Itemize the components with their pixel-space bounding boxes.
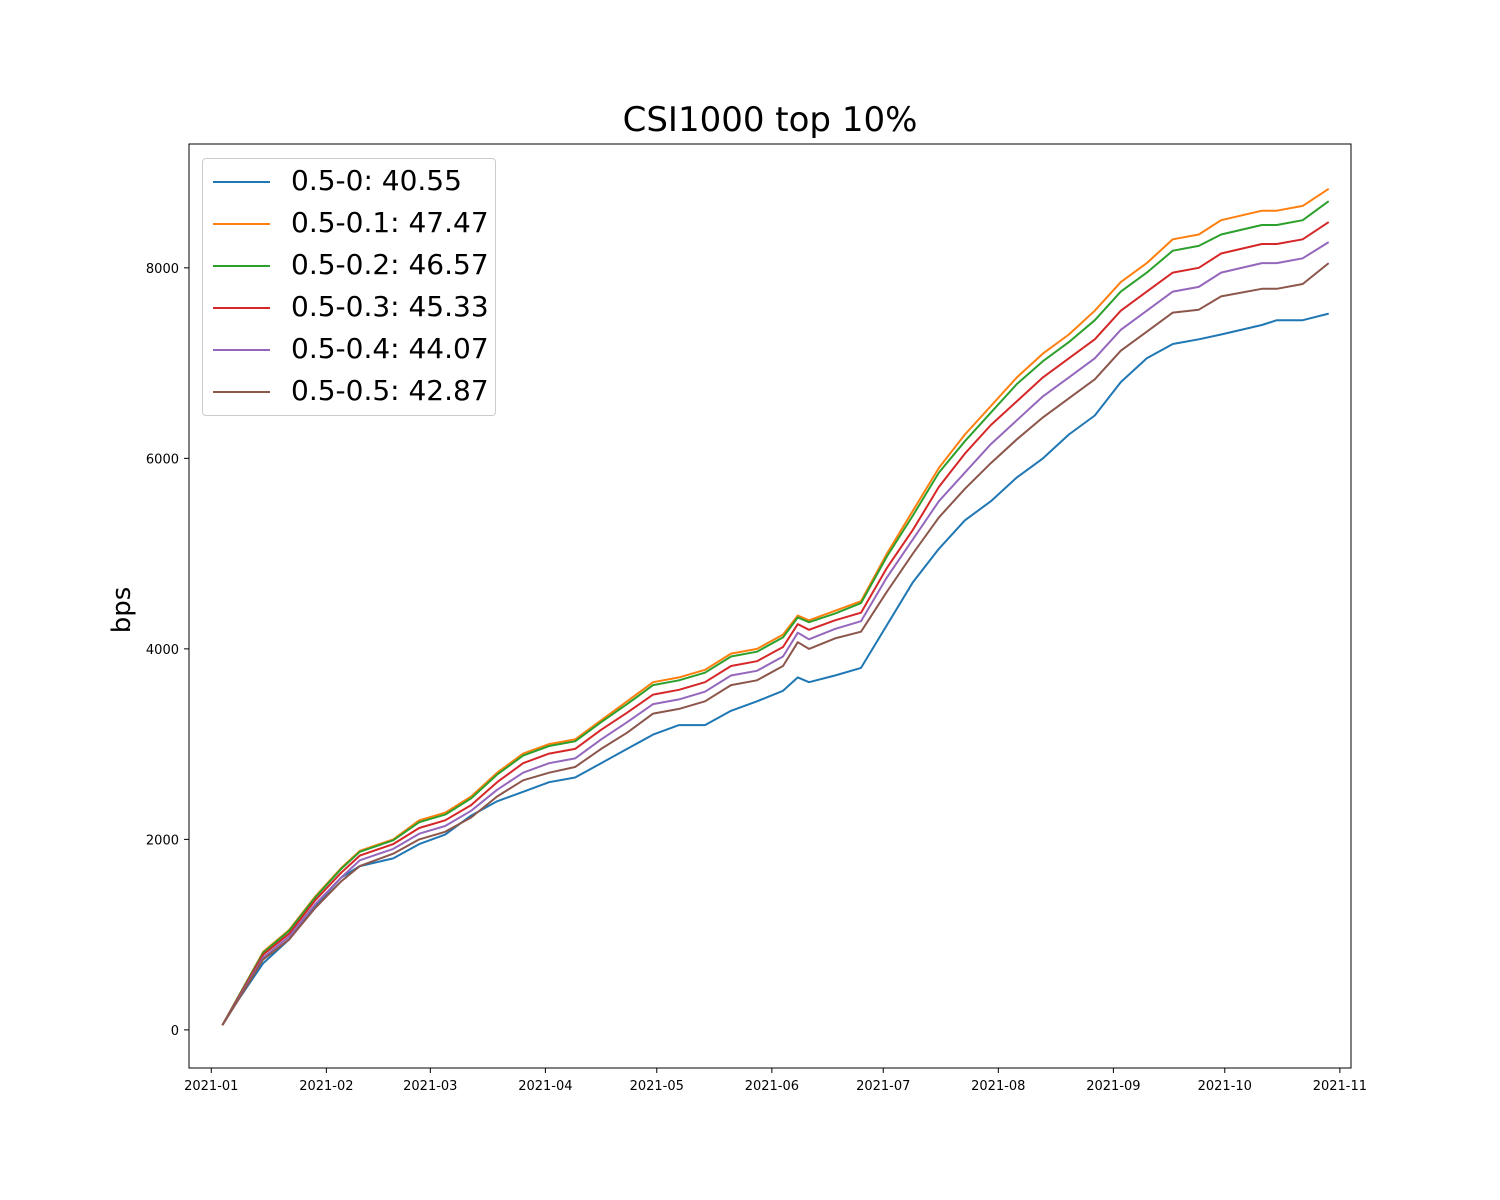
series-line-3 [221, 221, 1330, 1026]
legend-label: 0.5-0.5: 42.87 [291, 374, 489, 407]
x-tick-label-5: 2021-06 [745, 1079, 799, 1094]
series-line-5 [221, 262, 1330, 1026]
chart-title: CSI1000 top 10% [622, 100, 918, 140]
legend-swatch [213, 181, 270, 183]
x-tick-label-1: 2021-02 [299, 1079, 353, 1094]
series-layer [221, 187, 1330, 1026]
legend-swatch [213, 223, 270, 225]
legend-item-0: 0.5-0: 40.55 [203, 161, 495, 203]
x-tick-label-10: 2021-11 [1313, 1079, 1367, 1094]
x-tick-label-6: 2021-07 [856, 1079, 910, 1094]
y-tick-label-3: 6000 [146, 452, 179, 467]
series-line-0 [221, 312, 1329, 1026]
legend-item-5: 0.5-0.5: 42.87 [203, 371, 495, 413]
legend-item-1: 0.5-0.1: 47.47 [203, 203, 495, 245]
legend-swatch [213, 307, 270, 309]
x-axis-ticks: 2021-01 2021-02 2021-03 2021-04 2021-05 2021-… [184, 1068, 1367, 1094]
y-tick-label-0: 0 [171, 1024, 179, 1039]
series-line-1 [221, 187, 1330, 1026]
legend-label: 0.5-0: 40.55 [291, 164, 462, 197]
y-tick-label-1: 2000 [146, 833, 179, 848]
x-tick-label-3: 2021-04 [518, 1079, 572, 1094]
legend-swatch [213, 349, 270, 351]
x-tick-label-4: 2021-05 [630, 1079, 684, 1094]
x-tick-label-7: 2021-08 [971, 1079, 1025, 1094]
y-tick-label-2: 4000 [146, 643, 179, 658]
x-tick-label-2: 2021-03 [403, 1079, 457, 1094]
legend-item-2: 0.5-0.2: 46.57 [203, 245, 495, 287]
series-line-2 [221, 200, 1330, 1026]
series-line-4 [221, 241, 1330, 1026]
legend-item-3: 0.5-0.3: 45.33 [203, 287, 495, 329]
legend: 0.5-0: 40.55 0.5-0.1: 47.47 0.5-0.2: 46.57… [202, 158, 496, 416]
legend-swatch [213, 391, 270, 393]
legend-label: 0.5-0.4: 44.07 [291, 332, 489, 365]
legend-item-4: 0.5-0.4: 44.07 [203, 329, 495, 371]
legend-label: 0.5-0.1: 47.47 [291, 206, 489, 239]
x-tick-label-8: 2021-09 [1086, 1079, 1140, 1094]
legend-label: 0.5-0.3: 45.33 [291, 290, 489, 323]
x-tick-label-0: 2021-01 [184, 1079, 238, 1094]
y-tick-label-4: 8000 [146, 262, 179, 277]
x-tick-label-9: 2021-10 [1198, 1079, 1252, 1094]
y-axis-ticks: 0 2000 4000 6000 8000 [146, 262, 189, 1039]
plot-frame [188, 143, 1352, 1069]
legend-label: 0.5-0.2: 46.57 [291, 248, 489, 281]
legend-swatch [213, 265, 270, 267]
